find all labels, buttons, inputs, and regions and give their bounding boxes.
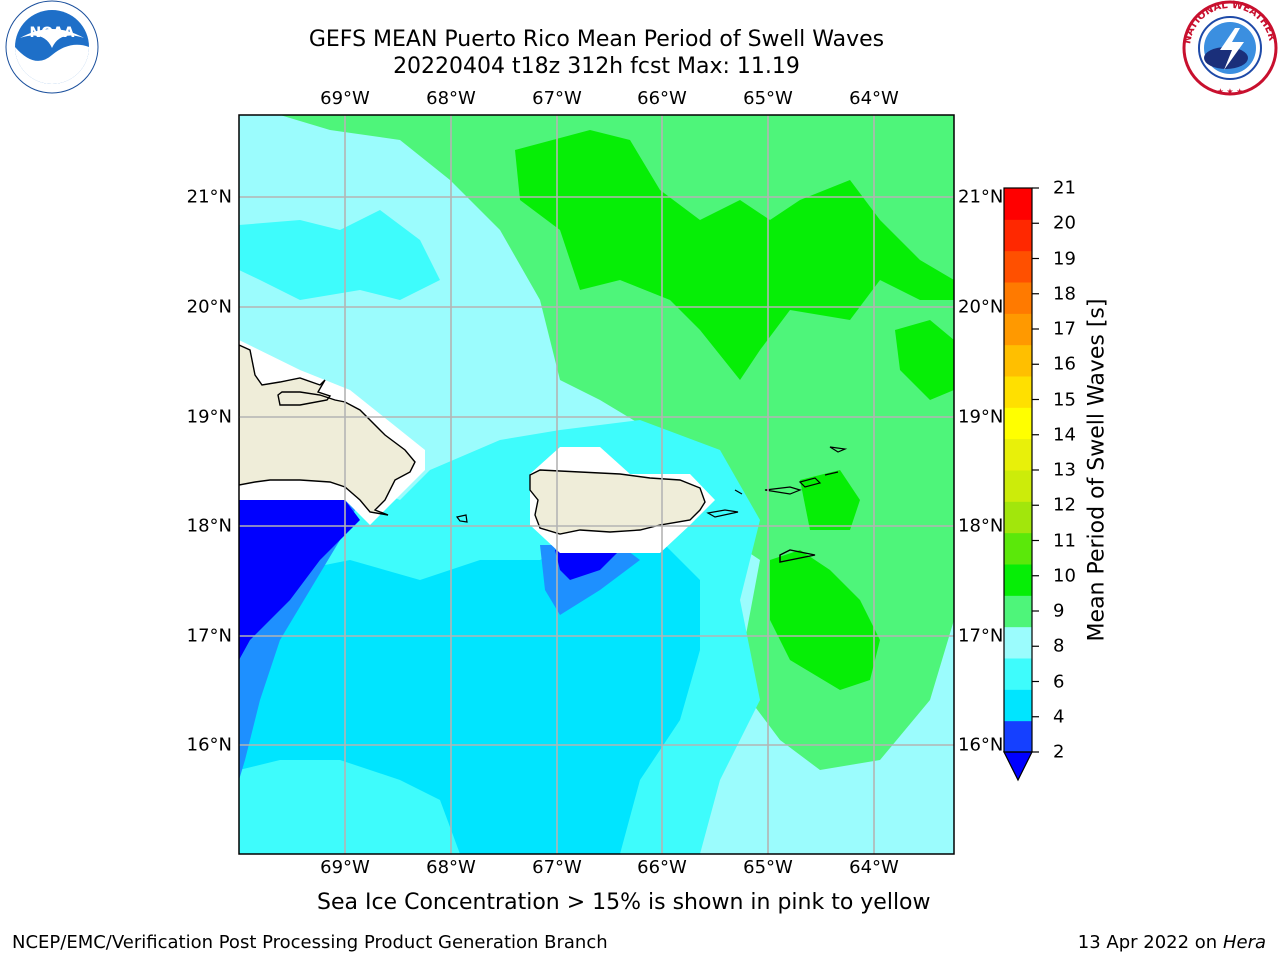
lon-label-bottom: 65°W — [743, 857, 793, 878]
land-virgin-islands — [706, 446, 848, 518]
colorbar-segment — [1004, 313, 1032, 346]
colorbar-tick-label: 2 — [1053, 741, 1065, 763]
colorbar-segment — [1004, 188, 1032, 220]
colorbar-segment — [1004, 595, 1032, 628]
contour-10-11-south — [770, 550, 880, 690]
contour-10-11-islands — [800, 470, 860, 530]
sea-ice-note-text: Sea Ice Concentration > 15% is shown in … — [317, 890, 931, 915]
colorbar-tick-label: 18 — [1053, 283, 1076, 305]
colorbar-segment — [1004, 438, 1032, 471]
lon-label-bottom: 68°W — [426, 857, 476, 878]
footer-credit: NCEP/EMC/Verification Post Processing Pr… — [12, 932, 608, 953]
footer-machine: Hera — [1222, 932, 1266, 953]
land-st-croix — [779, 549, 816, 563]
contour-2-4-pr — [555, 550, 620, 580]
lat-label-left: 17°N — [186, 625, 232, 647]
chart-title: GEFS MEAN Puerto Rico Mean Period of Swe… — [308, 27, 885, 52]
contour-8-9-west — [239, 210, 440, 300]
lat-label-right: 17°N — [958, 625, 1004, 647]
lat-label-left: 21°N — [186, 186, 232, 208]
lon-label-top: 66°W — [637, 88, 687, 109]
colorbar-tick-label: 15 — [1053, 389, 1076, 410]
nws-logo: NATIONAL WEATHER SERVICE ★ ★ ★ — [1180, 0, 1278, 96]
lat-label-right: 21°N — [958, 186, 1004, 208]
lat-label-right: 19°N — [958, 406, 1004, 428]
colorbar-segment — [1004, 376, 1032, 408]
colorbar-tick-label: 12 — [1053, 494, 1076, 516]
colorbar-tick-label: 17 — [1053, 318, 1076, 340]
land-mona — [455, 514, 468, 523]
lon-label-top: 67°W — [532, 88, 582, 109]
colorbar-segment — [1004, 282, 1032, 314]
footer-date: 13 Apr 2022 on Hera — [1078, 932, 1266, 953]
colorbar-segment — [1004, 250, 1032, 283]
lat-label-right: 18°N — [958, 515, 1004, 537]
lon-label-top: 65°W — [743, 88, 793, 109]
lat-label-left: 16°N — [186, 734, 232, 756]
colorbar-tick-label: 16 — [1053, 353, 1076, 375]
lon-label-top: 69°W — [320, 88, 370, 109]
colorbar-segment — [1004, 407, 1032, 440]
colorbar-segment — [1004, 219, 1032, 252]
colorbar — [1003, 187, 1039, 782]
map-grid — [239, 115, 954, 854]
map-frame — [238, 114, 955, 855]
colorbar-tick-label: 19 — [1053, 248, 1076, 269]
lat-label-left: 18°N — [186, 515, 232, 537]
lat-label-right: 20°N — [958, 296, 1004, 318]
colorbar-segment — [1004, 720, 1032, 753]
lat-label-right: 16°N — [958, 734, 1004, 756]
colorbar-tick-label: 14 — [1053, 424, 1076, 446]
lon-label-bottom: 67°W — [532, 857, 582, 878]
colorbar-tick-label: 10 — [1053, 565, 1076, 587]
lon-label-bottom: 66°W — [637, 857, 687, 878]
map-field — [239, 115, 954, 854]
contour-10-11-north — [515, 130, 954, 380]
contour-2-4 — [239, 500, 360, 660]
colorbar-segment — [1004, 344, 1032, 377]
colorbar-segment — [1004, 626, 1032, 659]
lon-label-bottom: 69°W — [320, 857, 370, 878]
colorbar-segment — [1004, 501, 1032, 534]
svg-text:★ ★ ★: ★ ★ ★ — [1217, 87, 1244, 96]
colorbar-tick-label: 13 — [1053, 459, 1076, 481]
colorbar-segment — [1004, 470, 1032, 502]
colorbar-tick-label: 21 — [1053, 177, 1076, 199]
contour-6-8 — [239, 540, 700, 854]
noaa-logo-text: NOAA — [30, 25, 75, 41]
lat-label-left: 20°N — [186, 296, 232, 318]
lon-label-bottom: 64°W — [849, 857, 899, 878]
colorbar-label: Mean Period of Swell Waves [s] — [1084, 298, 1110, 642]
colorbar-tick-label: 9 — [1053, 600, 1065, 622]
colorbar-segment — [1004, 689, 1032, 722]
chart-subtitle-forecast: 20220404 t18z 312h fcst Max: 11.19 — [393, 54, 800, 79]
noaa-logo: NOAA — [5, 0, 99, 94]
colorbar-tick-label: 4 — [1053, 706, 1065, 728]
contour-10-11-east — [895, 320, 954, 400]
colorbar-tick-label: 8 — [1053, 635, 1065, 657]
colorbar-tick-label: 6 — [1053, 671, 1065, 692]
colorbar-tick-label: 11 — [1053, 530, 1076, 551]
lon-label-top: 68°W — [426, 88, 476, 109]
colorbar-tick-label: 20 — [1053, 212, 1076, 234]
colorbar-segment — [1004, 532, 1032, 565]
lat-label-left: 19°N — [186, 406, 232, 428]
colorbar-segment — [1004, 658, 1032, 690]
lon-label-top: 64°W — [849, 88, 899, 109]
footer-date-text: 13 Apr 2022 on — [1077, 932, 1223, 953]
colorbar-segment — [1004, 564, 1032, 596]
colorbar-under-arrow — [1003, 751, 1033, 782]
